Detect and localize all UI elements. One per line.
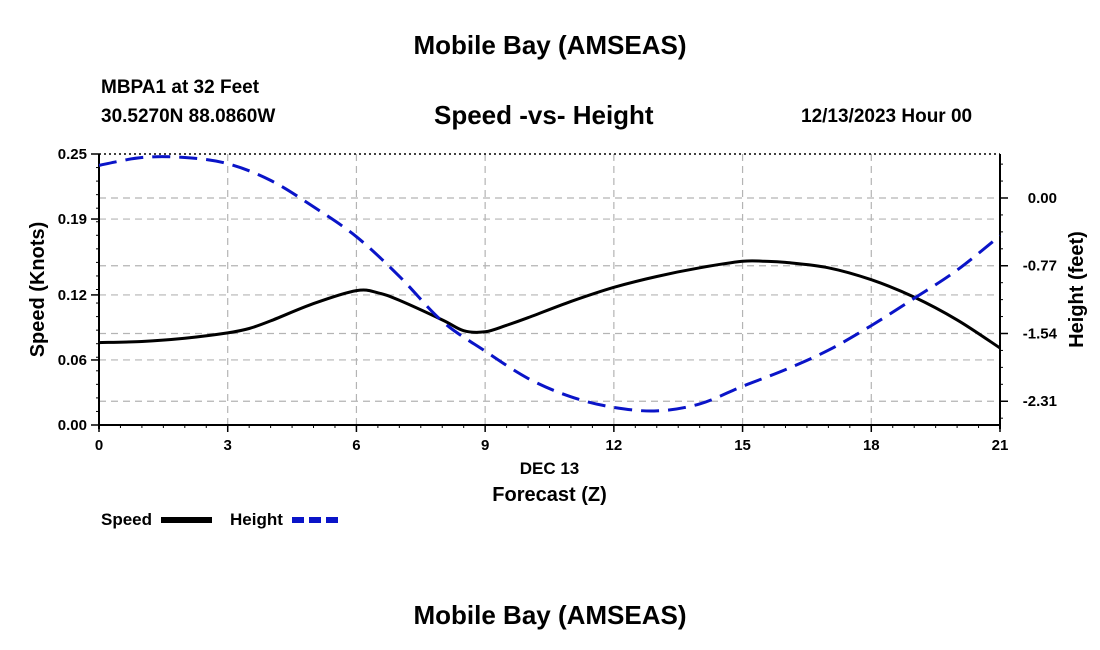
x-axis-date-label: DEC 13 (520, 459, 580, 478)
x-tick-label: 21 (992, 437, 1009, 454)
x-axis-label: Forecast (Z) (492, 484, 606, 506)
left-minor-ticks (96, 153, 99, 426)
chart-title: Speed -vs- Height (434, 100, 654, 130)
station-label: MBPA1 at 32 Feet (101, 77, 260, 98)
x-tick-label: 12 (606, 437, 623, 454)
x-tick-label: 0 (95, 437, 103, 454)
x-tick-label: 3 (224, 437, 232, 454)
y-right-tick-label: 0.00 (1028, 190, 1057, 207)
x-tick-label: 9 (481, 437, 489, 454)
y-right-axis-label: Height (feet) (1066, 231, 1088, 348)
y-left-tick-label: 0.00 (58, 417, 87, 434)
x-tick-label: 15 (734, 437, 751, 454)
speed-series-line (98, 259, 1001, 350)
y-left-tick-label: 0.19 (58, 211, 87, 228)
y-left-tick-label: 0.12 (58, 287, 87, 304)
x-tick-label: 6 (352, 437, 360, 454)
y-left-axis-label: Speed (Knots) (27, 222, 49, 358)
height-series-line (98, 155, 1001, 413)
forecast-datetime: 12/13/2023 Hour 00 (801, 106, 973, 127)
legend-speed-label: Speed (101, 510, 152, 529)
y-left-tick-label: 0.06 (58, 352, 87, 369)
grid-lines (99, 154, 1000, 425)
y-right-tick-label: -2.31 (1023, 393, 1057, 410)
y-right-tick-label: -0.77 (1023, 258, 1057, 275)
main-title: Mobile Bay (AMSEAS) (413, 30, 687, 60)
bottom-title: Mobile Bay (AMSEAS) (413, 600, 687, 630)
legend-height-label: Height (230, 510, 283, 529)
legend: Speed Height (101, 510, 343, 529)
y-left-tick-label: 0.25 (58, 146, 87, 163)
y-right-tick-label: -1.54 (1023, 325, 1058, 342)
station-coordinates: 30.5270N 88.0860W (101, 106, 276, 127)
x-tick-label: 18 (863, 437, 880, 454)
